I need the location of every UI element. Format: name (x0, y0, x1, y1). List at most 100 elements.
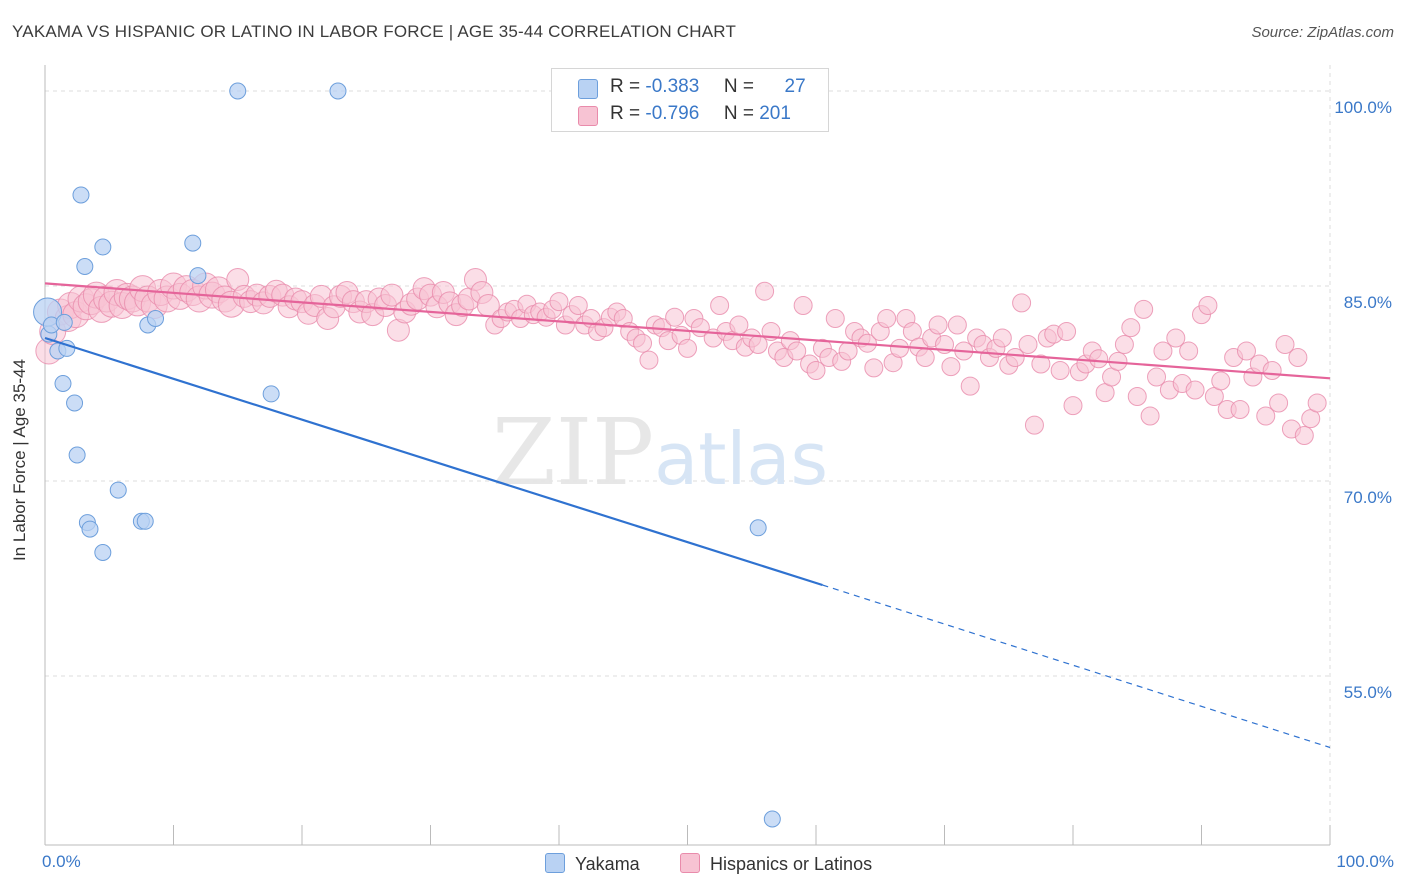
legend-r-label: R = (610, 76, 641, 97)
legend-n-value: 201 (759, 103, 791, 124)
yakama-point (229, 82, 247, 100)
yakama-point (109, 481, 127, 499)
hispanic-point (941, 357, 961, 377)
hispanic-point (678, 338, 697, 358)
hispanic-point (549, 292, 569, 312)
hispanic-point (1236, 341, 1256, 361)
hispanic-point (1288, 348, 1308, 367)
yakama-point (184, 234, 202, 252)
hispanic-point (1198, 296, 1218, 315)
hispanic-point (633, 333, 653, 353)
y-tick-label-85: 85.0% (1344, 293, 1392, 312)
watermark: ZIPatlas (492, 399, 828, 506)
hispanic-point (1114, 335, 1134, 354)
yakama-point (66, 394, 84, 412)
hispanic-point (877, 309, 897, 328)
hispanic-point (1063, 396, 1083, 416)
legend-n-label: N = (723, 103, 754, 124)
hispanic-point (806, 361, 826, 380)
hispanic-point (1275, 335, 1295, 354)
watermark-zip: ZIP (492, 399, 654, 506)
yakama-point (55, 313, 73, 331)
yakama-point (329, 82, 347, 100)
bottom-legend-swatch-yakama (545, 853, 565, 873)
hispanic-point (1185, 380, 1205, 400)
hispanic-point (1211, 371, 1231, 391)
yakama-point (72, 186, 90, 204)
x-tick-label-min: 0.0% (42, 852, 81, 871)
hispanic-point (1262, 361, 1282, 380)
axes (44, 65, 1331, 846)
yakama-trend-extension (822, 584, 1331, 749)
yakama-point (189, 267, 207, 285)
bottom-legend-swatch-hispanic (680, 853, 700, 873)
hispanic-point (928, 315, 948, 335)
x-tick-label-max: 100.0% (1336, 852, 1394, 871)
bottom-legend-label-hispanic: Hispanics or Latinos (710, 854, 873, 874)
hispanic-point (1057, 322, 1077, 341)
hispanic-point (755, 281, 775, 301)
yakama-point (81, 520, 99, 538)
bottom-legend-hispanic: Hispanics or Latinos (680, 853, 872, 875)
hispanic-point (1121, 318, 1141, 338)
legend-n-label: N = (723, 76, 754, 97)
legend-n-value: 27 (784, 76, 806, 97)
hispanic-point (665, 307, 685, 327)
hispanic-point (992, 328, 1012, 348)
source-label: Source: ZipAtlas.com (1251, 24, 1394, 41)
hispanic-point (890, 338, 910, 358)
hispanic-point (915, 348, 935, 367)
hispanic-point (380, 283, 404, 307)
yakama-point (76, 258, 94, 275)
hispanic-point (1134, 299, 1154, 319)
yakama-point (147, 310, 165, 327)
hispanic-point (1005, 348, 1025, 367)
hispanic-point (1307, 393, 1327, 413)
hispanic-point (1147, 367, 1167, 387)
yakama-point (94, 544, 112, 561)
hispanic-point (1050, 361, 1070, 380)
hispanic-point (1024, 415, 1044, 435)
hispanic-point (568, 296, 588, 315)
yakama-trend-line (44, 336, 823, 587)
hispanic-point (864, 358, 884, 378)
legend-r-value: -0.383 (645, 76, 700, 97)
hispanic-point (1031, 354, 1051, 374)
y-tick-label-100: 100.0% (1334, 98, 1392, 117)
hispanic-point (787, 341, 807, 361)
hispanic-point (960, 376, 980, 396)
chart-title: YAKAMA VS HISPANIC OR LATINO IN LABOR FO… (12, 22, 737, 41)
yakama-point (94, 238, 112, 256)
legend-swatch-hispanic (578, 106, 598, 126)
hispanic-point (1153, 341, 1173, 361)
hispanic-point (1140, 406, 1160, 426)
y-axis-label: In Labor Force | Age 35-44 (10, 359, 29, 561)
correlation-legend: R = -0.383 N = 27 R = -0.796 N = 201 (551, 68, 829, 132)
y-tick-label-70: 70.0% (1344, 488, 1392, 507)
hispanic-point (825, 309, 845, 328)
yakama-point (54, 375, 72, 392)
yakama-point (749, 519, 767, 537)
hispanic-point (1012, 293, 1032, 313)
hispanic-point (1269, 393, 1289, 413)
hispanic-point (1294, 426, 1314, 445)
trend-lines (44, 282, 1331, 749)
hispanic-point (1018, 335, 1038, 354)
hispanic-point (1179, 341, 1199, 361)
hispanic-point (710, 296, 730, 315)
hispanic-point (947, 315, 967, 335)
hispanic-point (639, 350, 659, 370)
hispanic-point (1230, 400, 1250, 419)
bottom-legend-label-yakama: Yakama (575, 854, 640, 874)
watermark-atlas: atlas (654, 417, 828, 501)
legend-text-hispanic: R = -0.796 N = 201 (610, 103, 791, 125)
y-tick-label-55: 55.0% (1344, 683, 1392, 702)
yakama-point (68, 446, 86, 464)
yakama-points-group (33, 82, 781, 828)
hispanic-point (1166, 328, 1186, 348)
bottom-legend-yakama: Yakama (545, 853, 640, 875)
yakama-point (136, 512, 154, 530)
y-tick-labels: 55.0% 70.0% 85.0% 100.0% (1334, 98, 1392, 702)
legend-text-yakama: R = -0.383 N = 27 (610, 76, 806, 98)
